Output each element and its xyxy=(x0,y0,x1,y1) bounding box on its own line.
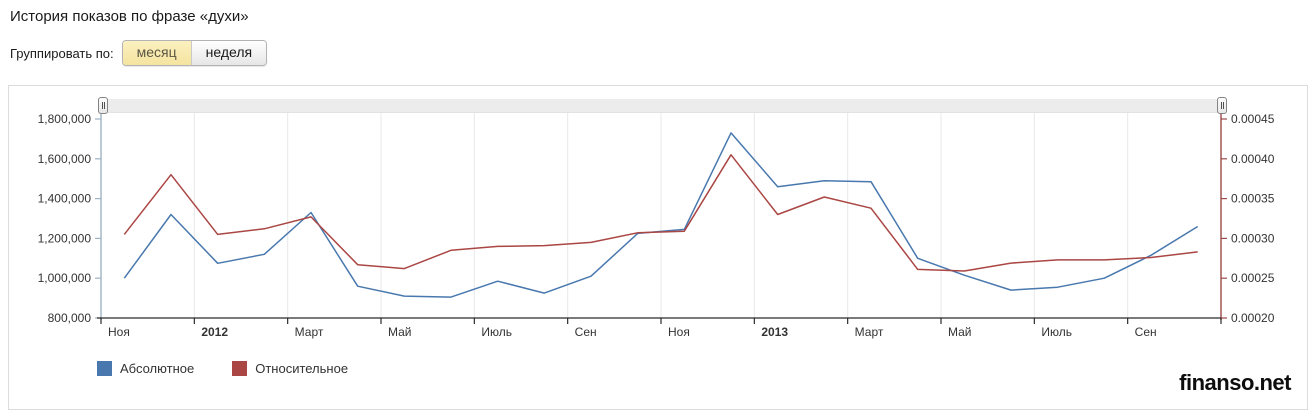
left-axis-label: 800,000 xyxy=(48,311,92,325)
right-axis-label: 0.00035 xyxy=(1231,192,1275,206)
left-axis-label: 1,200,000 xyxy=(38,231,92,245)
group-by-month-button[interactable]: месяц xyxy=(122,41,192,65)
series-relative-line xyxy=(123,154,1198,272)
x-axis-label: Март xyxy=(295,325,324,339)
right-axis-label: 0.00025 xyxy=(1231,271,1275,285)
x-axis-label: Июль xyxy=(1041,325,1072,339)
x-axis-label: Май xyxy=(388,325,412,339)
chart-panel: 1,800,000 1,600,000 1,400,000 1,200,000 1,00… xyxy=(8,85,1308,410)
left-axis-label: 1,800,000 xyxy=(38,112,92,126)
legend-item-relative: Относительное xyxy=(232,361,348,376)
x-axis-label: Сен xyxy=(1135,325,1157,339)
right-axis-label: 0.00030 xyxy=(1231,231,1275,245)
right-axis-label: 0.00040 xyxy=(1231,152,1275,166)
left-axis-label: 1,000,000 xyxy=(38,271,92,285)
x-axis-label: Июль xyxy=(481,325,512,339)
x-axis-label: 2013 xyxy=(761,325,788,339)
page-title: История показов по фразе «духи» xyxy=(10,8,249,25)
range-selector-track[interactable] xyxy=(101,99,1223,113)
absolute-series-swatch-icon xyxy=(97,361,112,376)
right-axis-label: 0.00020 xyxy=(1231,311,1275,325)
x-axis-label: Сен xyxy=(575,325,597,339)
group-by-label: Группировать по: xyxy=(10,45,114,61)
group-by-week-button[interactable]: неделя xyxy=(191,41,267,65)
legend-item-absolute: Абсолютное xyxy=(97,361,194,376)
range-handle-left-icon[interactable] xyxy=(98,97,108,114)
relative-series-swatch-icon xyxy=(232,361,248,376)
group-by-toggle: месяц неделя xyxy=(121,40,268,66)
x-axis-label: Май xyxy=(948,325,972,339)
range-handle-right-icon[interactable] xyxy=(1217,97,1227,114)
legend-label-absolute: Абсолютное xyxy=(120,361,195,376)
legend-label-relative: Относительное xyxy=(255,361,349,376)
left-axis-label: 1,600,000 xyxy=(38,152,92,166)
group-by-controls: Группировать по: месяц неделя xyxy=(10,40,268,66)
x-axis-label: 2012 xyxy=(201,325,228,339)
watermark: finanso.net xyxy=(1179,370,1291,395)
x-axis-label: Ноя xyxy=(108,325,130,339)
left-axis-label: 1,400,000 xyxy=(38,192,92,206)
chart-canvas: 1,800,000 1,600,000 1,400,000 1,200,000 1,00… xyxy=(38,112,1275,339)
chart-legend: Абсолютное Относительное xyxy=(97,361,348,376)
x-axis-label: Март xyxy=(855,325,884,339)
right-axis-label: 0.00045 xyxy=(1231,112,1275,126)
x-axis-label: Ноя xyxy=(668,325,690,339)
